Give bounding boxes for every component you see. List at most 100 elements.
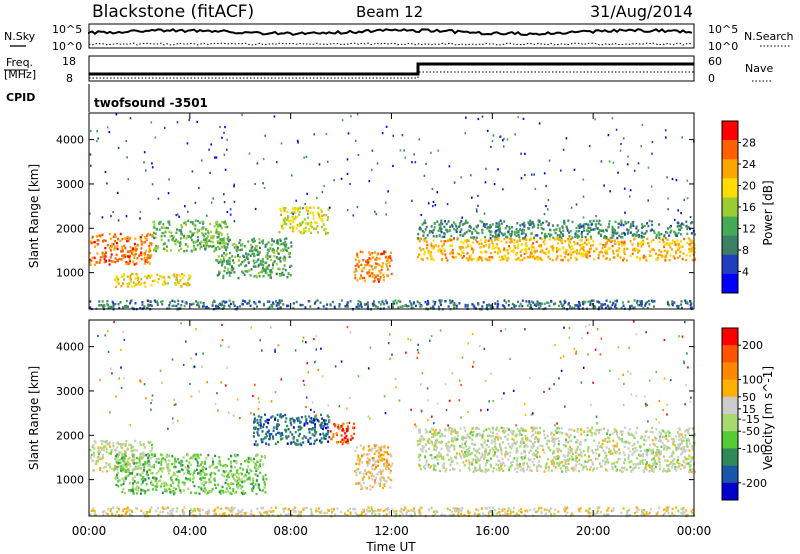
- data-cell: [218, 247, 221, 250]
- noise-cell: [194, 201, 197, 204]
- data-cell: [670, 461, 672, 464]
- data-cell: [265, 266, 268, 270]
- data-cell: [204, 232, 207, 235]
- data-cell: [547, 223, 550, 227]
- data-cell: [269, 255, 272, 258]
- noise-cell: [626, 163, 629, 166]
- data-cell: [228, 274, 231, 277]
- data-cell: [572, 250, 575, 254]
- data-cell: [314, 423, 316, 426]
- data-cell: [242, 468, 245, 471]
- data-cell: [96, 243, 99, 246]
- data-cell: [490, 230, 493, 233]
- y-tick-label: 1000: [56, 267, 84, 280]
- data-cell: [384, 299, 387, 302]
- data-cell: [489, 237, 492, 240]
- data-cell: [224, 220, 226, 223]
- data-cell: [282, 273, 285, 277]
- data-cell: [356, 279, 359, 282]
- data-cell: [496, 433, 499, 436]
- data-cell: [370, 465, 373, 468]
- data-cell: [91, 235, 94, 238]
- data-cell: [262, 463, 265, 466]
- data-cell: [160, 475, 162, 478]
- data-cell: [147, 254, 150, 257]
- data-cell: [468, 224, 471, 228]
- data-cell: [358, 259, 361, 262]
- data-cell: [118, 451, 121, 454]
- data-cell: [666, 243, 669, 246]
- data-cell: [347, 441, 350, 445]
- data-cell: [267, 418, 270, 422]
- data-cell: [207, 307, 210, 310]
- data-cell: [517, 247, 519, 250]
- data-cell: [305, 206, 307, 210]
- data-cell: [530, 252, 533, 255]
- data-cell: [431, 428, 434, 431]
- noise-cell: [629, 189, 632, 192]
- noise-cell: [497, 168, 499, 171]
- noise-cell: [404, 156, 407, 159]
- data-cell: [99, 451, 102, 454]
- noise-cell: [651, 152, 653, 155]
- data-cell: [519, 469, 522, 472]
- data-cell: [497, 233, 500, 237]
- data-cell: [493, 467, 495, 470]
- data-cell: [575, 258, 578, 261]
- data-cell: [624, 220, 627, 224]
- data-cell: [369, 488, 372, 491]
- data-cell: [209, 490, 212, 493]
- data-cell: [254, 464, 257, 468]
- noise-cell: [399, 149, 402, 152]
- data-cell: [155, 460, 158, 464]
- data-cell: [219, 231, 222, 234]
- data-cell: [623, 242, 626, 245]
- noise-cell: [112, 211, 114, 214]
- data-cell: [388, 261, 391, 264]
- data-cell: [500, 232, 503, 235]
- data-cell: [280, 299, 283, 302]
- data-cell: [124, 451, 127, 454]
- data-cell: [432, 239, 435, 242]
- data-cell: [284, 268, 287, 272]
- data-cell: [236, 306, 239, 309]
- data-cell: [101, 251, 104, 254]
- data-cell: [248, 299, 251, 302]
- data-cell: [97, 455, 100, 459]
- data-cell: [615, 249, 618, 252]
- data-cell: [658, 431, 661, 434]
- data-cell: [137, 278, 140, 281]
- data-cell: [145, 238, 148, 241]
- data-cell: [219, 461, 222, 465]
- data-cell: [256, 443, 259, 446]
- data-cell: [650, 254, 653, 258]
- data-cell: [623, 466, 626, 470]
- data-cell: [568, 242, 571, 245]
- data-cell: [216, 274, 219, 277]
- data-cell: [246, 270, 249, 273]
- data-cell: [451, 244, 454, 247]
- data-cell: [491, 447, 494, 450]
- data-cell: [285, 243, 288, 246]
- data-cell: [522, 441, 525, 444]
- data-cell: [569, 305, 571, 308]
- noise-cell: [627, 155, 629, 158]
- noise-cell: [492, 134, 495, 137]
- data-cell: [349, 438, 352, 441]
- data-cell: [287, 435, 290, 438]
- noise-cell: [354, 139, 357, 142]
- data-cell: [685, 224, 688, 228]
- data-cell: [112, 444, 115, 448]
- data-cell: [564, 240, 567, 243]
- data-cell: [533, 458, 536, 461]
- data-cell: [377, 458, 380, 462]
- data-cell: [412, 302, 415, 305]
- noise-cell: [163, 126, 166, 129]
- data-cell: [148, 441, 151, 445]
- data-cell: [356, 263, 359, 266]
- data-cell: [459, 234, 462, 237]
- data-cell: [173, 463, 176, 466]
- data-cell: [663, 245, 666, 249]
- data-cell: [202, 476, 205, 479]
- data-cell: [120, 258, 123, 261]
